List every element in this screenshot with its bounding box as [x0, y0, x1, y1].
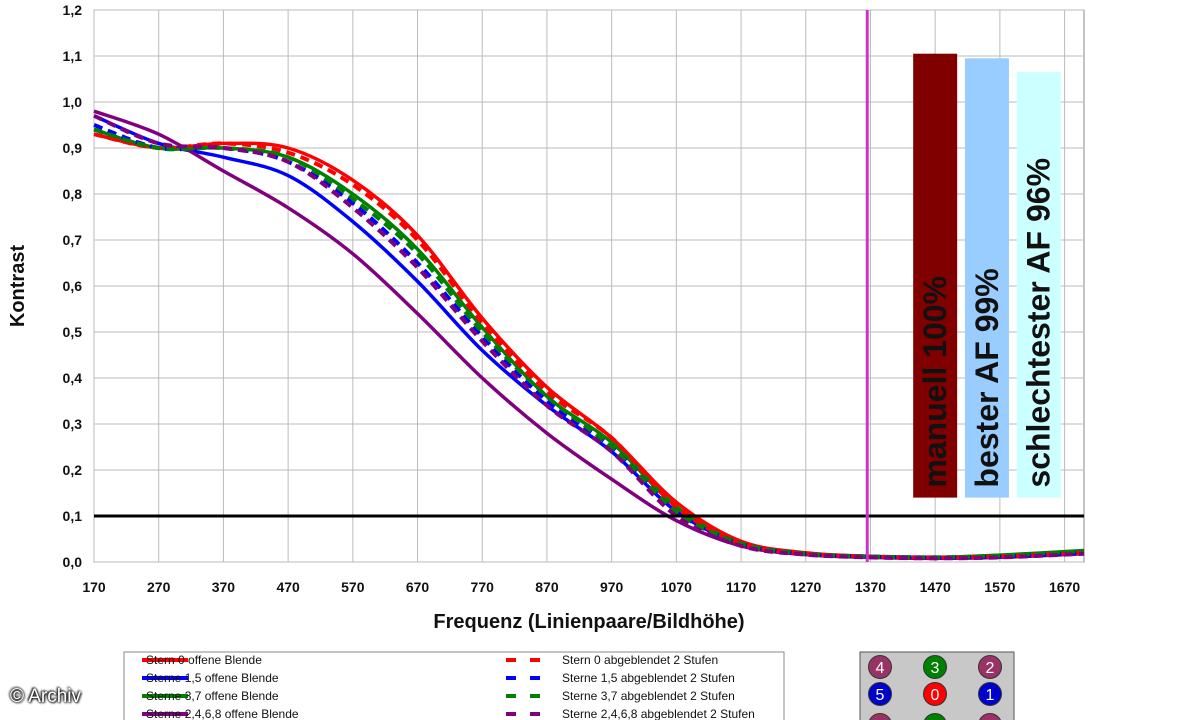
y-tick-label: 0,4 [63, 370, 83, 386]
key-circle [923, 682, 947, 706]
key-circle [868, 655, 892, 679]
y-tick-label: 1,1 [63, 48, 83, 64]
legend-box [123, 651, 785, 720]
x-tick-label: 470 [276, 579, 300, 595]
x-tick-label: 1170 [726, 579, 757, 595]
x-tick-label: 170 [82, 579, 106, 595]
series-line [93, 113, 1085, 561]
legend-entry: Sterne 1,5 abgeblendet 2 Stufen [562, 671, 735, 685]
legend-entry: Sterne 1,5 offene Blende [146, 671, 279, 685]
key-circle [978, 682, 1002, 706]
legend: Stern 0 offene Blende Sterne 1,5 offene B… [123, 651, 785, 720]
tick-labels: 170 270 370 470 570 670 770 870 970 1070 1170 1270 1… [63, 2, 1081, 595]
y-tick-label: 0,1 [63, 508, 83, 524]
y-tick-label: 0,8 [63, 186, 83, 202]
x-tick-label: 370 [212, 579, 236, 595]
bar-label: manuell 100% [917, 276, 953, 488]
legend-entry: Sterne 3,7 abgeblendet 2 Stufen [562, 689, 735, 703]
y-tick-label: 0,2 [63, 462, 83, 478]
legend-entry: Sterne 3,7 offene Blende [146, 689, 279, 703]
y-tick-label: 0,3 [63, 416, 83, 432]
y-axis-title: Kontrast [7, 245, 29, 328]
bar-label: schlechtester AF 96% [1021, 158, 1057, 488]
x-tick-label: 770 [471, 579, 495, 595]
x-tick-label: 570 [341, 579, 365, 595]
bar-label: bester AF 99% [969, 268, 1005, 487]
percentage-bars: manuell 100% bester AF 99% schlechtester A… [913, 53, 1061, 498]
y-tick-label: 0,7 [63, 232, 83, 248]
x-tick-label: 970 [600, 579, 624, 595]
y-tick-label: 1,2 [63, 2, 83, 18]
y-tick-label: 0,6 [63, 278, 83, 294]
bar [1016, 72, 1061, 498]
key-diagram: 4 3 2 5 0 1 [859, 651, 1015, 720]
series-lines [93, 109, 1085, 561]
key-circle [978, 655, 1002, 679]
x-tick-label: 1370 [855, 579, 886, 595]
key-label: 0 [931, 687, 940, 704]
legend-entry: Stern 0 offene Blende [146, 653, 262, 667]
legend-entry: Sterne 2,4,6,8 offene Blende [146, 707, 299, 720]
x-tick-label: 870 [535, 579, 559, 595]
x-tick-label: 670 [406, 579, 430, 595]
x-tick-label: 1270 [790, 579, 821, 595]
x-tick-label: 1570 [984, 579, 1015, 595]
key-circle [979, 713, 1001, 720]
x-tick-label: 1670 [1049, 579, 1080, 595]
key-circle [923, 655, 947, 679]
key-label: 1 [986, 687, 995, 704]
x-tick-label: 1070 [661, 579, 692, 595]
bar [964, 58, 1009, 498]
key-circle [868, 682, 892, 706]
legend-entry: Sterne 2,4,6,8 abgeblendet 2 Stufen [562, 707, 755, 720]
x-tick-label: 270 [147, 579, 171, 595]
key-label: 5 [876, 687, 885, 704]
legend-entry: Stern 0 abgeblendet 2 Stufen [562, 653, 718, 667]
key-label: 3 [931, 660, 940, 677]
key-label: 2 [986, 660, 995, 677]
x-tick-label: 1470 [920, 579, 951, 595]
y-tick-label: 0,0 [63, 554, 83, 570]
reference-lines [94, 10, 1084, 562]
credit-text: © Archiv [10, 686, 82, 707]
y-tick-label: 0,9 [63, 140, 83, 156]
key-label: 4 [876, 660, 885, 677]
key-circle [869, 713, 891, 720]
y-tick-label: 0,5 [63, 324, 83, 340]
x-axis-title: Frequenz (Linienpaare/Bildhöhe) [433, 611, 744, 633]
bar [913, 53, 958, 498]
key-circle [924, 713, 946, 720]
y-tick-label: 1,0 [63, 94, 83, 110]
